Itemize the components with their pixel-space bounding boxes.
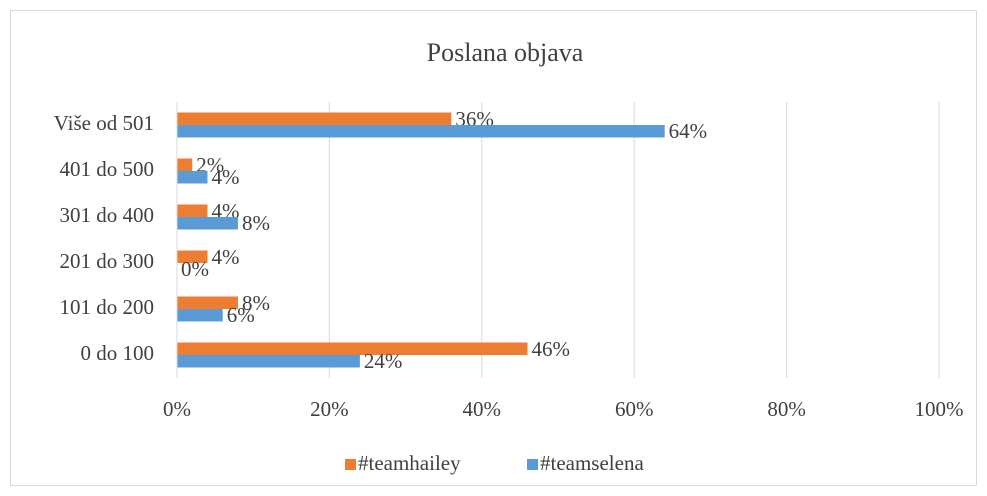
bar	[177, 158, 193, 171]
bar	[177, 125, 665, 138]
bar	[177, 296, 238, 309]
x-tick-label: 20%	[310, 397, 349, 421]
legend-swatch	[527, 459, 538, 470]
y-tick-label: 101 do 200	[60, 295, 155, 319]
bar	[177, 217, 238, 230]
y-tick-label: 0 do 100	[81, 341, 155, 365]
bar	[177, 171, 208, 184]
data-label: 4%	[211, 245, 239, 269]
legend-swatch	[345, 459, 356, 470]
chart-title: Poslana objava	[427, 38, 584, 67]
y-tick-label: 201 do 300	[60, 249, 155, 273]
bar	[177, 309, 223, 322]
y-tick-label: 301 do 400	[60, 203, 155, 227]
data-label: 8%	[242, 211, 270, 235]
x-tick-label: 40%	[463, 397, 502, 421]
x-tick-label: 0%	[163, 397, 191, 421]
x-tick-label: 100%	[915, 397, 964, 421]
bar	[177, 112, 452, 125]
legend-label: #teamhailey	[358, 451, 461, 475]
bar	[177, 204, 208, 217]
x-tick-label: 60%	[615, 397, 654, 421]
legend-label: #teamselena	[540, 451, 644, 475]
data-label: 64%	[669, 119, 708, 143]
y-tick-label: Više od 501	[54, 111, 154, 135]
bar	[177, 355, 360, 368]
bar	[177, 250, 208, 263]
bar	[177, 342, 528, 355]
data-label: 8%	[242, 291, 270, 315]
data-label: 0%	[181, 257, 209, 281]
data-label: 4%	[211, 165, 239, 189]
y-tick-label: 401 do 500	[60, 157, 155, 181]
x-tick-label: 80%	[767, 397, 806, 421]
data-label: 46%	[532, 337, 571, 361]
data-label: 6%	[227, 303, 255, 327]
data-label: 24%	[364, 349, 403, 373]
chart-border	[10, 10, 977, 486]
